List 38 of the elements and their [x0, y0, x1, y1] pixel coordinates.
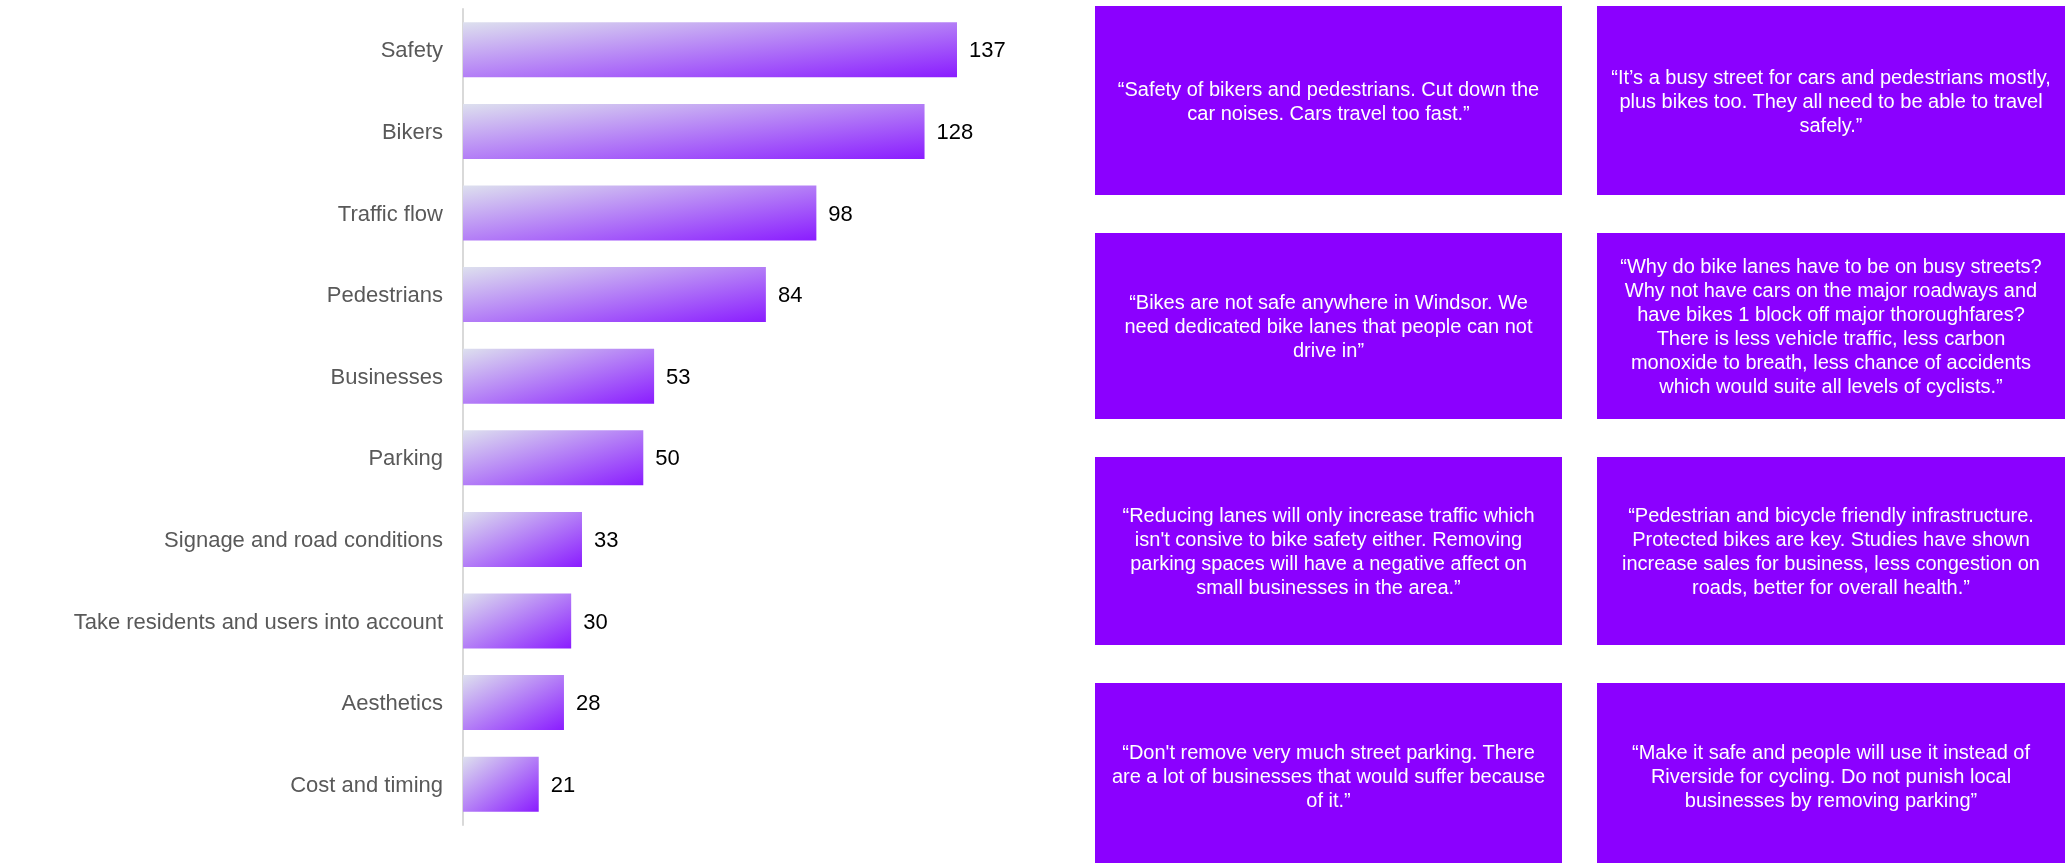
data-label: 21 — [550, 771, 576, 797]
text: “Make it safe and people will use it instead of Riverside for cycling. Do not punish local businesses by removing parking” — [1597, 683, 2065, 863]
y-tick-label: Signage and road conditions — [164, 526, 443, 552]
y-tick-label: Safety — [380, 37, 443, 63]
text: “Why do bike lanes have to be on busy streets? Why not have cars on the major roadways and have bikes 1 block off major thoroughfares? There is less vehicle traffic, less carbon monoxide to breath, less chance of accidents which would suite all levels of cyclists.” — [1597, 233, 2065, 419]
bar — [463, 511, 582, 567]
bar — [463, 185, 817, 241]
y-tick-label: Bikers — [381, 118, 443, 144]
bar — [463, 756, 539, 812]
data-label: 98 — [828, 200, 853, 226]
y-tick-label: Take residents and users into account — [73, 608, 443, 634]
data-label: 128 — [936, 118, 974, 144]
y-tick-label: Aesthetics — [341, 690, 443, 716]
text: “Pedestrian and bicycle friendly infrastructure. Protected bikes are key. Studies have shown increase sales for business, less congestion on roads, better for overall health.” — [1597, 457, 2065, 645]
data-label: 137 — [969, 37, 1006, 63]
data-label: 28 — [575, 690, 601, 716]
bar — [463, 348, 655, 404]
y-tick-label: Traffic flow — [337, 200, 444, 226]
y-tick-label: Cost and timing — [290, 771, 443, 797]
text: “Safety of bikers and pedestrians. Cut down the car noises. Cars travel too fast.” — [1095, 6, 1562, 195]
bar — [463, 267, 766, 323]
bar — [463, 430, 644, 486]
bar — [463, 103, 925, 159]
text: “Bikes are not safe anywhere in Windsor. We need dedicated bike lanes that people can not drive in” — [1095, 233, 1562, 419]
y-tick-label: Pedestrians — [326, 282, 443, 308]
text: “Don't remove very much street parking. There are a lot of businesses that would suffer because of it.” — [1095, 683, 1562, 863]
data-label: 50 — [655, 445, 680, 471]
bar — [463, 22, 957, 78]
data-label: 53 — [666, 363, 691, 389]
bar — [463, 675, 564, 731]
bar — [463, 593, 572, 649]
text: “Reducing lanes will only increase traffic which isn't consive to bike safety either. Removing parking spaces will have a negative affect on small businesses in the area.” — [1095, 457, 1562, 645]
y-tick-label: Businesses — [330, 363, 443, 389]
text: “It’s a busy street for cars and pedestrians mostly, plus bikes too. They all need to be able to travel safely.” — [1597, 6, 2065, 195]
data-label: 33 — [593, 526, 619, 552]
data-label: 30 — [583, 608, 608, 634]
y-tick-label: Parking — [368, 445, 443, 471]
data-label: 84 — [777, 282, 803, 308]
